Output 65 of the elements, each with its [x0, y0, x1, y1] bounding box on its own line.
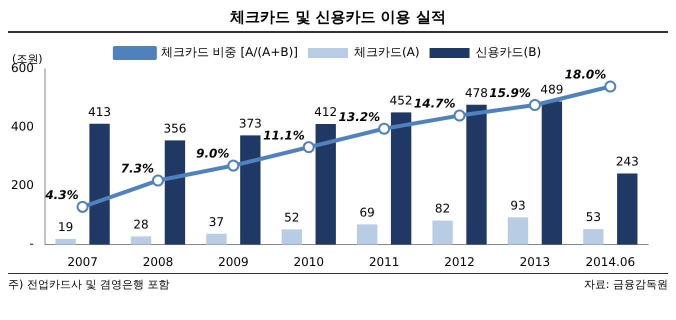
point: [604, 80, 616, 93]
point: [454, 110, 466, 122]
text: 자료: 금융감독원: [584, 277, 668, 292]
data-label: 452: [390, 93, 413, 108]
x-tick-label: 2014.06: [585, 254, 636, 269]
data-label: 9.0%: [196, 146, 230, 161]
data-label: 412: [314, 105, 338, 120]
data-label: 15.9%: [489, 86, 531, 100]
x-tick-label: 2013: [520, 254, 550, 269]
data-label: 243: [616, 154, 639, 169]
bar: [583, 229, 604, 245]
y-tick-label: 400: [11, 120, 34, 134]
data-label: 19: [58, 220, 74, 234]
legend-label: 체크카드 비중 [A/(A+B)]: [160, 45, 298, 60]
data-label: 413: [88, 104, 112, 119]
point: [227, 160, 240, 172]
data-label: 373: [238, 116, 262, 131]
x-tick-label: 2011: [368, 254, 400, 269]
y-tick-label: 200: [11, 178, 34, 192]
point: [378, 122, 390, 135]
point: [76, 200, 89, 213]
data-label: 69: [360, 206, 375, 220]
data-label: 37: [208, 214, 224, 229]
bar: [240, 135, 261, 245]
bar: [55, 239, 76, 245]
data-label: 478: [465, 86, 488, 100]
data-label: 52: [284, 210, 300, 225]
point: [528, 99, 541, 111]
bar: [617, 173, 638, 245]
bar: [542, 101, 562, 245]
bar: [357, 224, 378, 245]
point: [152, 174, 164, 187]
text: 주) 전업카드사 및 겸영은행 포함: [8, 277, 170, 292]
data-label: 82: [434, 202, 450, 216]
bar: [466, 104, 487, 245]
data-label: 13.2%: [338, 110, 380, 124]
bar: [164, 140, 186, 245]
bar: [508, 217, 528, 245]
point: [302, 141, 315, 154]
data-label: 14.7%: [414, 96, 456, 111]
bar: [432, 220, 453, 245]
chart-title: 체크카드 및 신용카드 이용 실적: [8, 8, 668, 33]
data-label: 4.3%: [44, 188, 79, 202]
y-tick-label: -: [30, 236, 34, 251]
data-label: 7.3%: [120, 162, 154, 176]
x-tick-label: 2010: [293, 254, 324, 269]
data-label: 93: [510, 198, 526, 213]
x-tick-label: 2012: [444, 254, 475, 269]
bar: [282, 229, 302, 245]
data-label: 11.1%: [263, 128, 305, 142]
legend-label: 신용카드(B): [476, 45, 542, 60]
data-label: 28: [133, 218, 149, 232]
x-tick-label: 2009: [218, 254, 249, 269]
data-label: 53: [586, 210, 601, 224]
bar: [390, 112, 412, 245]
bar: [316, 124, 336, 245]
bar: [206, 234, 227, 245]
legend-label: 체크카드(A): [354, 45, 420, 60]
x-tick-label: 2008: [142, 254, 174, 269]
data-label: 18.0%: [564, 68, 606, 82]
bar: [130, 236, 152, 245]
bar: [89, 124, 110, 245]
data-label: 489: [540, 82, 564, 97]
data-label: 356: [163, 122, 186, 136]
x-tick-label: 2007: [67, 254, 98, 269]
